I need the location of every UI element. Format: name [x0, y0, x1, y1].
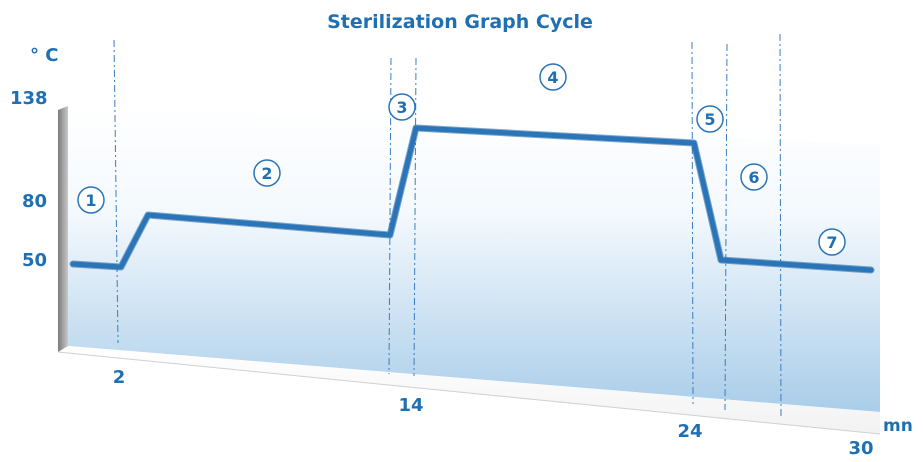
phase-guide-line — [691, 41, 694, 405]
phase-marker: 6 — [740, 163, 768, 191]
phase-guide-line — [113, 39, 119, 344]
y-axis-label: ° C — [30, 45, 58, 66]
svg-text:2: 2 — [261, 164, 272, 183]
chart-back-plane — [68, 105, 880, 412]
y-tick-label: 138 — [10, 88, 48, 109]
svg-text:3: 3 — [396, 98, 407, 117]
x-tick-label: 24 — [677, 421, 702, 442]
y-tick-label: 50 — [22, 250, 47, 271]
x-axis-label: mn — [883, 416, 913, 436]
chart-floor — [58, 346, 880, 434]
x-tick-label: 14 — [398, 395, 423, 416]
chart-title: Sterilization Graph Cycle — [327, 11, 593, 33]
temperature-curve-highlight — [70, 125, 874, 273]
svg-text:1: 1 — [85, 191, 96, 210]
phase-guide-line — [779, 33, 782, 419]
svg-text:5: 5 — [704, 110, 715, 129]
phase-guide-line — [413, 57, 417, 377]
svg-text:7: 7 — [826, 233, 837, 252]
chart-floor-edge — [57, 351, 881, 435]
phase-marker: 2 — [253, 159, 281, 187]
x-tick-label: 2 — [113, 367, 126, 388]
phase-marker: 3 — [388, 93, 416, 121]
svg-text:4: 4 — [547, 68, 558, 87]
phase-marker: 4 — [539, 63, 567, 91]
phase-guides — [113, 33, 782, 419]
svg-text:6: 6 — [748, 168, 759, 187]
y-axis-wall — [58, 106, 68, 352]
x-tick-label: 30 — [848, 438, 873, 459]
y-tick-label: 80 — [22, 191, 47, 212]
phase-guide-line — [724, 43, 728, 411]
phase-marker: 1 — [77, 186, 105, 214]
phase-marker: 7 — [818, 228, 846, 256]
phase-marker: 5 — [696, 105, 724, 133]
